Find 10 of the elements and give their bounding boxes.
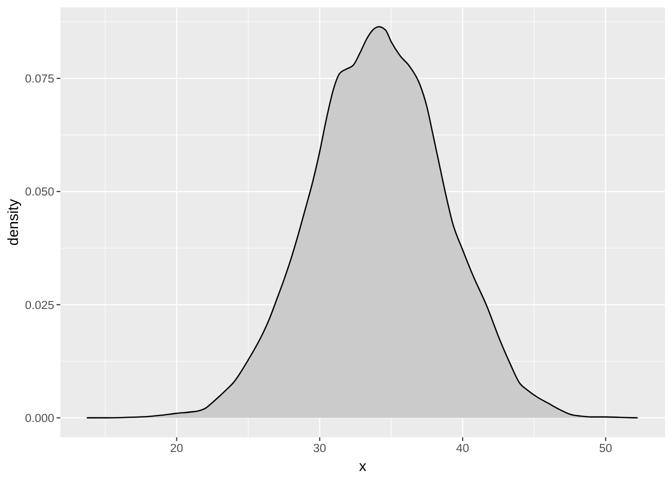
y-axis-title: density [6, 198, 22, 246]
x-tick-label: 30 [313, 442, 327, 455]
x-tick-label: 40 [456, 442, 470, 455]
y-tick-label: 0.075 [25, 72, 55, 86]
y-tick-label: 0.025 [25, 298, 55, 312]
y-tick-label: 0.000 [25, 412, 55, 425]
y-tick-label: 0.050 [25, 186, 55, 199]
x-axis-title: x [358, 459, 367, 475]
x-tick-label: 50 [599, 442, 613, 455]
x-tick-label: 20 [170, 442, 184, 455]
